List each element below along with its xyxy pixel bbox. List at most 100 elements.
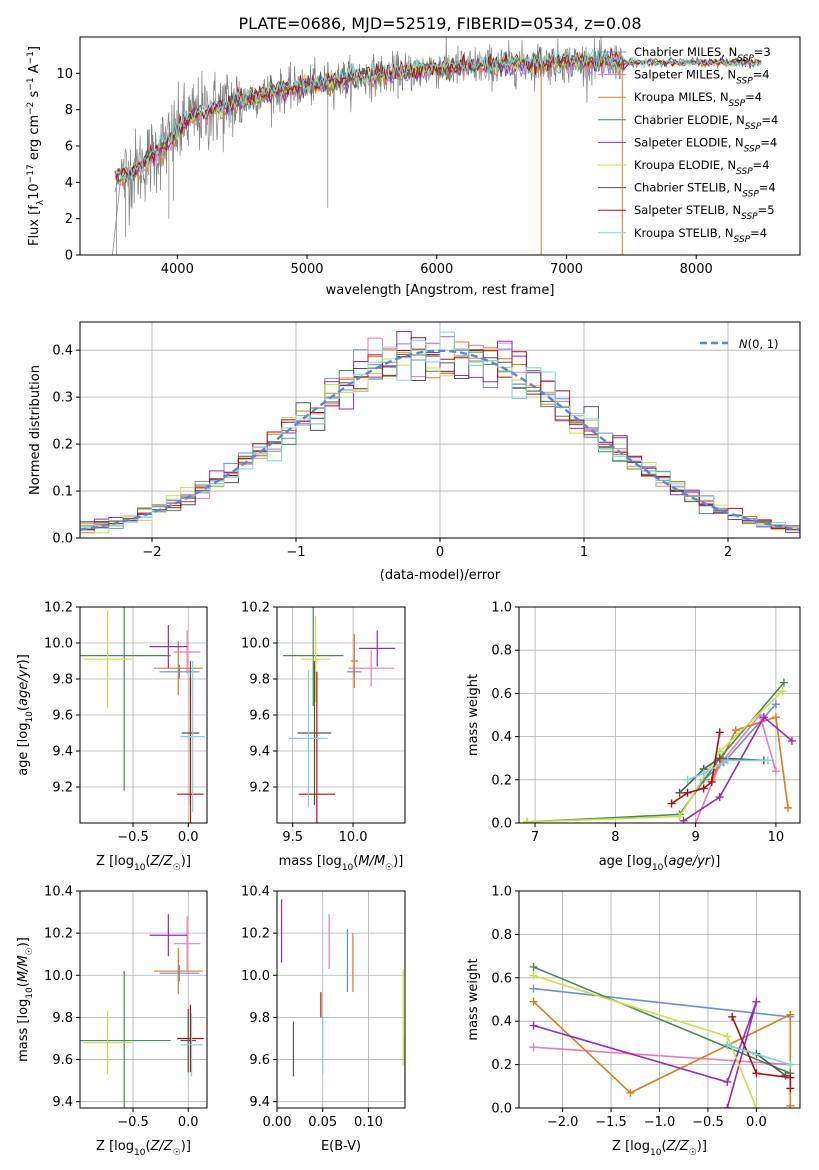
label-part: s <box>27 90 42 101</box>
y-tick-label: 9.4 <box>52 745 73 760</box>
data-point-marker <box>752 1069 761 1078</box>
label-part: )] <box>710 854 720 869</box>
y-axis-label: age [log10(age/yr)] <box>16 654 35 776</box>
label-part: (0, 1) <box>748 337 779 351</box>
y-tick-label: 9.6 <box>52 1053 73 1068</box>
x-axis-label: Z [log10(Z/Z☉)] <box>96 1139 191 1158</box>
data-point-marker <box>786 1101 795 1108</box>
x-tick-label: −1.0 <box>644 1115 676 1130</box>
data-point-marker <box>715 754 724 763</box>
data-point-marker <box>771 713 780 722</box>
plot-area <box>529 962 795 1108</box>
label-part: mass [log <box>16 999 31 1062</box>
series-line <box>526 690 783 823</box>
y-axis-label: mass [log10(M/M☉)] <box>16 937 35 1062</box>
label-part: N <box>739 337 748 351</box>
x-tick-label: 0.05 <box>308 1115 337 1130</box>
series-line <box>731 1016 792 1089</box>
data-point-marker <box>723 1104 732 1108</box>
y-tick-label: 0.2 <box>52 438 73 453</box>
legend-label: Chabrier STELIB, NSSP=4 <box>634 181 776 200</box>
y-tick-label: 0.0 <box>52 532 73 547</box>
x-axis-label: age [log10(age/yr)] <box>599 854 721 873</box>
x-axis-label: E(B-V) <box>321 1139 361 1154</box>
data-point-marker <box>691 819 700 823</box>
y-tick-label: 0.4 <box>52 344 73 359</box>
label-part: SSP <box>741 212 758 222</box>
axes-frame <box>79 890 208 1109</box>
y-axis-label: mass weight <box>466 958 481 1040</box>
x-axis-label: (data-model)/error <box>380 568 501 583</box>
x-tick-label: −0.5 <box>692 1115 724 1130</box>
data-point-marker <box>715 793 724 802</box>
series-line <box>533 987 791 1018</box>
y-tick-label: 0.3 <box>52 391 73 406</box>
y-tick-label: 10 <box>56 67 73 82</box>
y-tick-label: 4 <box>65 176 73 191</box>
label-part: =5 <box>758 203 775 217</box>
data-point-marker <box>723 756 732 765</box>
axes-frame <box>79 606 208 824</box>
data-point-marker <box>786 1060 795 1069</box>
label-part: −2 <box>26 102 36 115</box>
label-part: ☉ <box>173 1148 181 1158</box>
label-part: Z [log <box>612 1139 650 1154</box>
y-tick-label: 0.8 <box>491 928 512 943</box>
data-point-marker <box>683 775 692 784</box>
y-tick-label: 9.4 <box>249 1095 270 1110</box>
data-point-marker <box>683 788 692 797</box>
y-tick-label: 10.0 <box>241 637 270 652</box>
y-tick-label: 10.0 <box>44 969 73 984</box>
label-part: age/yr <box>16 663 31 706</box>
y-tick-label: 10.2 <box>241 927 270 942</box>
label-part: )] <box>16 654 31 664</box>
axes-frame <box>79 321 801 539</box>
y-tick-label: 9.8 <box>52 1011 73 1026</box>
label-part: 10 <box>25 711 35 723</box>
label-part: =4 <box>761 113 778 127</box>
label-part: ] <box>27 46 42 51</box>
x-tick-label: −0.5 <box>117 830 149 845</box>
plot-area <box>80 914 204 1108</box>
y-tick-label: 10.4 <box>44 885 73 900</box>
x-tick-label: 0.0 <box>746 1115 767 1130</box>
series-line <box>683 715 793 822</box>
y-tick-label: 9.6 <box>249 1053 270 1068</box>
y-tick-label: 0 <box>65 249 73 264</box>
label-part: −1 <box>26 51 36 64</box>
figure-title: PLATE=0686, MJD=52519, FIBERID=0534, z=0… <box>238 14 641 33</box>
x-tick-label: 2 <box>724 545 732 560</box>
label-part: =4 <box>745 90 762 104</box>
label-part: Flux [f <box>27 205 42 246</box>
label-part: =4 <box>753 158 770 172</box>
y-tick-label: 0.4 <box>491 730 512 745</box>
y-tick-label: 9.2 <box>52 781 73 796</box>
y-tick-label: 9.2 <box>249 781 270 796</box>
panel-age-vs-Z: −0.5 0.09.29.49.69.810.010.2Z [log10(Z/Z☉… <box>16 601 208 873</box>
label-part: Z/Z <box>666 1139 690 1154</box>
data-point-marker <box>781 1071 790 1080</box>
label-part: SSP <box>742 190 759 200</box>
x-tick-label: 8 <box>611 830 619 845</box>
label-part: Kroupa MILES, N <box>634 90 729 104</box>
label-part: λ <box>36 199 46 205</box>
label-part: Salpeter MILES, N <box>634 68 736 82</box>
label-part: mass [log <box>279 854 342 869</box>
label-part: M/M <box>16 955 31 982</box>
data-point-marker <box>771 767 780 776</box>
label-part: Z [log <box>96 854 134 869</box>
data-point-marker <box>731 726 740 735</box>
plot-area <box>523 678 796 823</box>
data-point-marker <box>752 997 761 1006</box>
label-part: 10 <box>25 987 35 999</box>
y-tick-label: 0.1 <box>52 485 73 500</box>
data-point-marker <box>723 1041 732 1050</box>
x-tick-label: 10.0 <box>339 830 368 845</box>
legend-label: N(0, 1) <box>739 337 779 351</box>
y-tick-label: 10.4 <box>241 885 270 900</box>
x-tick-label: 9.5 <box>282 830 303 845</box>
y-axis-label: mass weight <box>466 674 481 756</box>
plot-area <box>80 331 800 537</box>
data-point-marker <box>529 962 538 971</box>
